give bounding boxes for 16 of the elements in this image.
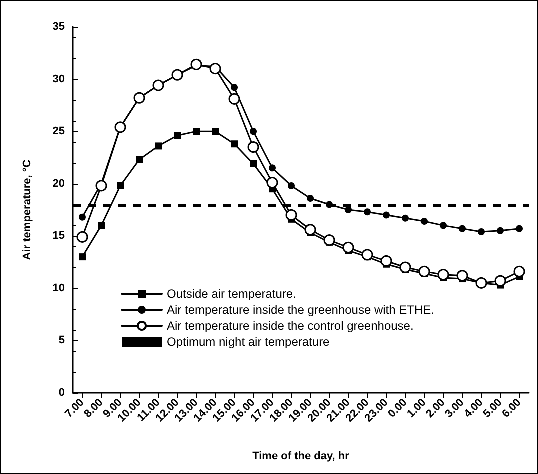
y-tick-label: 0 [58,387,65,399]
legend-label: Optimum night air temperature [167,335,330,349]
y-axis-title: Air temperature, °C [22,160,34,260]
legend-label: Air temperature inside the greenhouse with ETHE. [167,303,434,317]
legend-label: Outside air temperature. [167,287,296,301]
x-axis-title: Time of the day, hr [252,450,350,462]
y-tick-label: 5 [58,334,65,347]
legend-label: Air temperature inside the control greenhouse. [167,319,414,333]
y-tick-label: 20 [52,178,65,190]
y-tick-label: 15 [52,230,65,242]
x-tick-label: 6.00 [500,396,524,420]
y-tick-label: 35 [52,21,65,33]
x-tick-label: 3.00 [443,396,467,420]
y-tick-label: 30 [52,73,65,86]
y-tick-label: 10 [52,282,65,294]
y-tick-label: 25 [52,126,65,138]
